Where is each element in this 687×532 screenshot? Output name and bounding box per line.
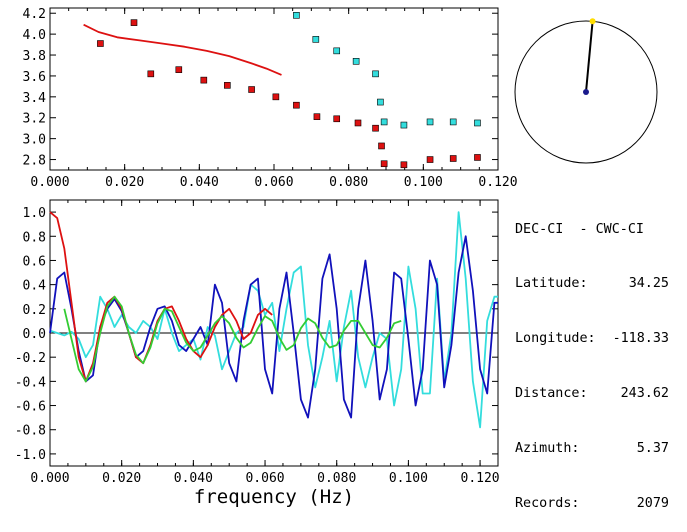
x-axis-label: frequency (Hz) [194,486,354,508]
top-series-1-point [426,156,434,163]
top-ytick-label: 4.2 [23,7,46,22]
top-xtick-label: 0.080 [329,175,368,190]
info-row-latitude: Latitude: 34.25 [515,275,669,293]
bottom-ytick-label: 0.8 [23,230,46,245]
top-series-2-point [333,47,341,55]
bottom-xtick-label: 0.020 [102,471,141,486]
top-ytick-label: 3.2 [23,112,46,127]
bottom-ytick-label: -0.6 [15,400,46,415]
top-series-1-point [130,19,138,26]
top-frame [49,7,499,171]
top-series-2-point [400,121,408,129]
top-series-2-point [372,70,379,78]
top-series-1-point [354,119,362,127]
top-series-2-point [449,118,457,126]
bottom-ytick-label: 0.6 [23,254,46,269]
top-series-1-point [372,124,379,132]
info-row-distance: Distance: 243.62 [515,385,669,403]
info-label: Latitude: [515,276,588,292]
compass-center-dot [583,89,589,95]
bottom-xtick-label: 0.060 [245,471,284,486]
bottom-ytick-label: -0.4 [15,375,46,390]
top-xtick-label: 0.020 [105,175,144,190]
info-label: Distance: [515,386,588,402]
top-xtick-label: 0.120 [478,175,517,190]
top-series-1-point [293,101,300,109]
info-value: 243.62 [620,386,669,402]
info-value: -118.33 [612,331,669,347]
bottom-xtick-label: 0.000 [30,471,69,486]
top-series-2-point [293,12,300,19]
bottom-ytick-label: -0.2 [15,351,46,366]
station-pair-title: DEC-CI - CWC-CI [515,221,644,237]
bottom-series-0-line [49,211,498,429]
top-xtick-label: 0.000 [30,175,69,190]
top-series-1-point [400,161,408,169]
info-value: 5.37 [636,441,669,457]
bottom-xtick-label: 0.100 [389,471,428,486]
top-series-1-point [313,113,321,120]
dispersion-chart: 0.000 0.020 0.040 0.060 0.080 0.100 0.120 2.8 3.… [23,7,518,190]
compass-ring [514,20,658,164]
info-row-azimuth: Azimuth: 5.37 [515,440,669,458]
top-series-1-point [97,40,104,47]
compass-tip-dot [589,18,596,25]
top-series-1-point [378,142,385,150]
info-label: Records: [515,496,580,512]
bottom-ytick-label: 1.0 [23,206,46,221]
info-label: Longitude: [515,331,596,347]
station-info-panel: DEC-CI - CWC-CI Latitude: 34.25 Longitude… [515,184,669,532]
top-series-2-point [380,118,388,126]
info-value: 2079 [636,496,669,512]
bottom-xtick-label: 0.080 [317,471,356,486]
top-series-1-point [147,70,155,78]
info-row-records: Records: 2079 [515,495,669,513]
info-value: 34.25 [628,276,669,292]
top-series-1-point [272,93,280,101]
top-series-2-point [474,119,481,127]
top-series-1-point [449,155,457,162]
bottom-ytick-label: -0.8 [15,424,46,439]
top-ytick-label: 3.4 [23,91,47,106]
top-series-1-point [333,115,341,123]
top-series-1-point [175,66,183,73]
top-series-2-point [377,98,384,106]
bottom-ytick-label: 0.0 [23,327,46,342]
top-series-2-point [312,36,320,43]
top-xtick-label: 0.040 [180,175,219,190]
top-ytick-label: 2.8 [23,154,46,169]
bottom-ytick-label: -1.0 [15,448,46,463]
top-series-1-point [474,154,481,161]
top-xtick-label: 0.100 [404,175,443,190]
chart-canvas: 0.000 0.020 0.040 0.060 0.080 0.100 0.120 2.8 3.… [15,7,658,508]
compass-needle [585,21,594,93]
bottom-xtick-label: 0.040 [174,471,213,486]
bottom-series-3-line [63,295,402,383]
top-series-1-point [200,76,208,84]
top-series-1-point [380,160,388,168]
top-series-1-point [224,82,231,89]
bottom-ytick-label: 0.2 [23,303,46,318]
top-ytick-label: 3.0 [23,133,46,148]
bottom-ytick-label: 0.4 [23,279,47,294]
top-series-2-point [352,58,360,65]
top-series-2-point [426,118,434,126]
azimuth-compass [514,18,658,164]
top-series-0-line [83,23,282,76]
top-ytick-label: 3.8 [23,49,46,64]
top-ytick-label: 3.6 [23,70,46,85]
top-ytick-label: 4.0 [23,28,46,43]
bottom-xtick-label: 0.120 [461,471,500,486]
top-xtick-label: 0.060 [254,175,293,190]
correlation-chart: 0.000 0.020 0.040 0.060 0.080 0.100 0.120 1.0 0.… [15,199,500,486]
info-label: Azimuth: [515,441,580,457]
info-row-longitude: Longitude: -118.33 [515,330,669,348]
top-series-1-point [248,86,255,93]
